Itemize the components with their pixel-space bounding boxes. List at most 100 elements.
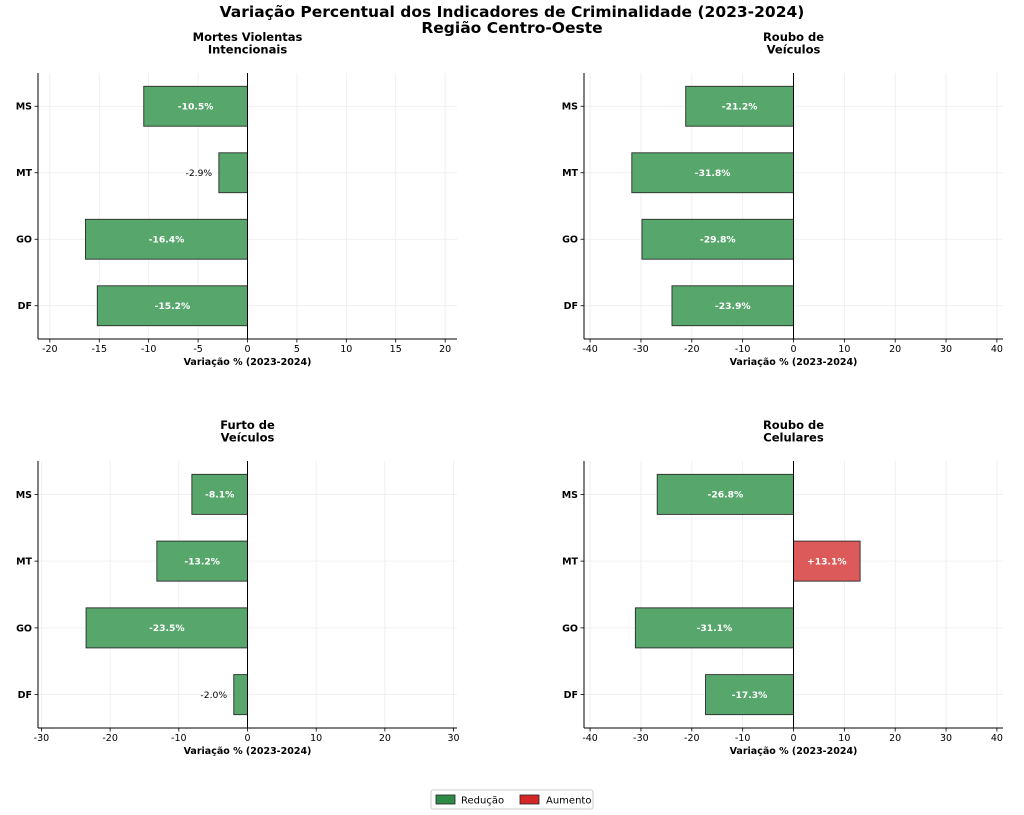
x-tick-label: 30 xyxy=(940,344,952,355)
x-tick-label: 10 xyxy=(838,733,850,744)
y-tick-label: MT xyxy=(562,168,578,179)
figure-title-line2: Região Centro-Oeste xyxy=(421,19,602,37)
y-tick-label: MT xyxy=(16,168,32,179)
x-tick-label: -30 xyxy=(633,344,649,355)
bar-df xyxy=(705,674,794,716)
bar-value-label: -31.1% xyxy=(697,623,733,634)
bar-value-label: -15.2% xyxy=(155,301,191,312)
bar-value-label: -8.1% xyxy=(205,490,234,501)
bar-mt xyxy=(156,540,248,582)
y-tick-label: GO xyxy=(562,235,578,246)
bar-value-label: +13.1% xyxy=(807,556,847,567)
bar-ms xyxy=(191,473,248,515)
x-tick-label: -30 xyxy=(34,733,50,744)
x-tick-label: -40 xyxy=(582,344,598,355)
x-tick-label: 0 xyxy=(790,733,796,744)
bar-df xyxy=(671,285,794,327)
subplot-title-line2: Veículos xyxy=(221,431,275,445)
subplot-2: -21.2% -31.8% -29.8% -23.9% -40 -30 -20 -10 0 10 2… xyxy=(562,30,1003,368)
x-tick-label: 30 xyxy=(940,733,952,744)
x-tick-label: -10 xyxy=(171,733,187,744)
x-tick-label: -10 xyxy=(735,733,751,744)
x-tick-label: 40 xyxy=(991,733,1003,744)
bar-mt xyxy=(793,540,861,582)
x-tick-label: 30 xyxy=(448,733,460,744)
x-tick-label: 10 xyxy=(340,344,352,355)
subplot-title-line1: Roubo de xyxy=(763,418,824,432)
x-tick-label: 15 xyxy=(390,344,402,355)
bar-value-label: -10.5% xyxy=(178,102,214,113)
subplot-title-line2: Intencionais xyxy=(208,43,287,57)
subplot-title-line1: Furto de xyxy=(220,418,275,432)
x-axis-label: Variação % (2023-2024) xyxy=(184,357,312,368)
subplot-title-line1: Mortes Violentas xyxy=(193,30,303,44)
y-tick-label: MT xyxy=(562,557,578,568)
x-tick-label: 0 xyxy=(244,344,250,355)
x-tick-label: -20 xyxy=(102,733,118,744)
y-tick-label: MS xyxy=(562,490,578,501)
legend-swatch-increase xyxy=(519,794,540,805)
bar-value-label: -29.8% xyxy=(700,235,736,246)
x-tick-label: 20 xyxy=(889,733,901,744)
figure-title-line1: Variação Percentual dos Indicadores de C… xyxy=(220,3,805,21)
bar-value-label: -16.4% xyxy=(149,235,185,246)
bar-value-label: -23.5% xyxy=(149,623,185,634)
x-tick-label: 0 xyxy=(790,344,796,355)
bar-go xyxy=(85,607,248,649)
bar-ms xyxy=(685,85,794,127)
bar-value-label: -2.9% xyxy=(186,168,213,179)
x-tick-label: -10 xyxy=(735,344,751,355)
bar-value-label: -13.2% xyxy=(184,556,220,567)
y-tick-label: MS xyxy=(16,102,32,113)
bar-value-label: -26.8% xyxy=(708,490,744,501)
y-tick-label: GO xyxy=(16,235,32,246)
subplot-title-line2: Veículos xyxy=(767,43,821,57)
x-tick-label: -10 xyxy=(141,344,157,355)
y-tick-label: DF xyxy=(18,301,32,312)
x-tick-label: -20 xyxy=(684,344,700,355)
y-tick-label: MS xyxy=(562,102,578,113)
bar-go xyxy=(641,218,794,260)
x-tick-label: -5 xyxy=(193,344,202,355)
x-tick-label: -30 xyxy=(633,733,649,744)
legend-swatch-reduction xyxy=(435,794,456,805)
subplot-title-line2: Celulares xyxy=(763,431,824,445)
x-tick-label: 20 xyxy=(439,344,451,355)
bar-value-label: -2.0% xyxy=(200,690,227,701)
bar-go xyxy=(84,218,248,260)
x-tick-label: 10 xyxy=(310,733,322,744)
y-tick-label: DF xyxy=(564,690,578,701)
x-tick-label: 0 xyxy=(244,733,250,744)
x-tick-label: -40 xyxy=(582,733,598,744)
subplot-4: -26.8% +13.1% -31.1% -17.3% -40 -30 -20 -10 0 10 2… xyxy=(562,418,1003,757)
legend-label-reduction: Redução xyxy=(461,796,504,807)
subplot-title-line1: Roubo de xyxy=(763,30,824,44)
bar-df xyxy=(96,285,248,327)
x-tick-label: 10 xyxy=(838,344,850,355)
y-tick-label: GO xyxy=(16,623,32,634)
bar-mt xyxy=(631,152,794,194)
legend-frame xyxy=(430,789,594,810)
x-tick-label: 20 xyxy=(889,344,901,355)
x-axis-label: Variação % (2023-2024) xyxy=(730,746,858,757)
bar-value-label: -21.2% xyxy=(722,102,758,113)
bar-value-label: -17.3% xyxy=(732,690,768,701)
bar-go xyxy=(634,607,794,649)
subplot-1: -10.5% -2.9% -16.4% -15.2% -20 -15 -10 -5 0 5 10 15… xyxy=(16,30,457,368)
subplot-3: -8.1% -13.2% -23.5% -2.0% -30 -20 -10 0 10 20 30 MS… xyxy=(16,418,460,757)
y-tick-label: GO xyxy=(562,623,578,634)
legend-label-increase: Aumento xyxy=(546,796,591,807)
x-tick-label: 40 xyxy=(991,344,1003,355)
x-tick-label: 5 xyxy=(294,344,300,355)
x-axis-label: Variação % (2023-2024) xyxy=(730,357,858,368)
x-axis-label: Variação % (2023-2024) xyxy=(184,746,312,757)
x-tick-label: -15 xyxy=(92,344,108,355)
x-tick-label: -20 xyxy=(684,733,700,744)
y-tick-label: DF xyxy=(564,301,578,312)
bar-value-label: -31.8% xyxy=(695,168,731,179)
x-tick-label: -20 xyxy=(42,344,58,355)
x-tick-label: 20 xyxy=(379,733,391,744)
bar-mt xyxy=(218,152,248,194)
y-tick-label: DF xyxy=(18,690,32,701)
